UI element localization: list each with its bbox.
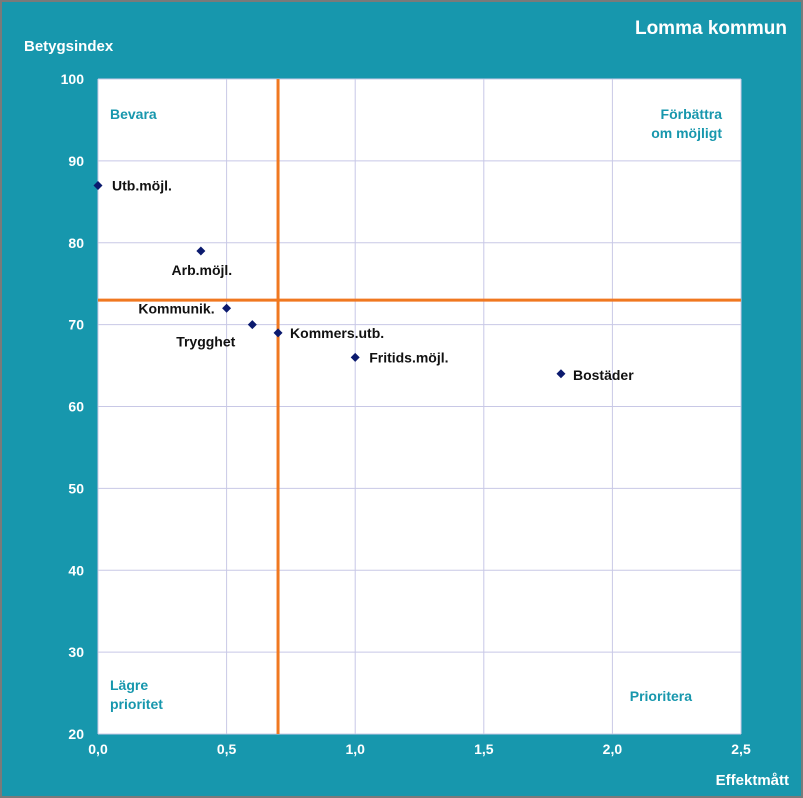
y-tick-label: 40 bbox=[68, 562, 84, 578]
y-tick-label: 30 bbox=[68, 644, 84, 660]
x-axis-title: Effektmått bbox=[715, 772, 789, 789]
y-axis-title: Betygsindex bbox=[24, 38, 114, 55]
x-tick-label: 0,0 bbox=[88, 741, 108, 757]
x-tick-label: 0,5 bbox=[217, 741, 237, 757]
data-point-label: Arb.möjl. bbox=[172, 262, 233, 278]
data-point-marker bbox=[273, 328, 283, 338]
quadrant-label-bevara: Bevara bbox=[110, 106, 157, 122]
data-point-label: Bostäder bbox=[573, 367, 634, 383]
data-point-label: Utb.möjl. bbox=[112, 177, 172, 193]
data-point-marker bbox=[247, 320, 257, 330]
grid bbox=[97, 78, 742, 735]
data-point-label: Fritids.möjl. bbox=[369, 349, 448, 365]
y-tick-label: 50 bbox=[68, 480, 84, 496]
x-tick-label: 2,0 bbox=[603, 741, 623, 757]
chart-title: Lomma kommun bbox=[634, 18, 787, 39]
data-point-label: Kommunik. bbox=[138, 300, 214, 316]
data-point-marker bbox=[556, 369, 566, 379]
data-point-marker bbox=[196, 246, 206, 256]
y-tick-label: 70 bbox=[68, 317, 84, 333]
y-tick-label: 20 bbox=[68, 726, 84, 742]
data-point-label: Kommers.utb. bbox=[290, 325, 384, 341]
y-tick-label: 60 bbox=[68, 399, 84, 415]
y-tick-label: 90 bbox=[68, 153, 84, 169]
y-tick-label: 100 bbox=[61, 71, 85, 87]
axis-ticks: 20 30 40 50 60 70 80 90 100 0,0 0,5 1,0 1,5 2,0 2,5 bbox=[61, 71, 751, 757]
quadrant-label-lagre: Lägre bbox=[110, 677, 148, 693]
x-tick-label: 1,5 bbox=[474, 741, 494, 757]
data-point-marker bbox=[93, 180, 103, 190]
x-tick-label: 2,5 bbox=[731, 741, 751, 757]
x-tick-label: 1,0 bbox=[345, 741, 365, 757]
quadrant-label-prioritet: prioritet bbox=[110, 696, 163, 712]
reference-lines bbox=[98, 79, 741, 734]
quadrant-labels: Bevara Förbättra om möjligt Lägre priori… bbox=[110, 106, 722, 712]
data-points: Utb.möjl. Arb.möjl. Kommunik. Trygghet Komme… bbox=[93, 177, 634, 383]
data-point-marker bbox=[222, 303, 232, 313]
data-point-marker bbox=[350, 352, 360, 362]
quadrant-label-prioritera: Prioritera bbox=[630, 688, 692, 704]
data-point-label: Trygghet bbox=[176, 334, 235, 350]
quadrant-label-om-mojligt: om möjligt bbox=[651, 125, 722, 141]
quadrant-label-forbattra: Förbättra bbox=[661, 106, 723, 122]
y-tick-label: 80 bbox=[68, 235, 84, 251]
